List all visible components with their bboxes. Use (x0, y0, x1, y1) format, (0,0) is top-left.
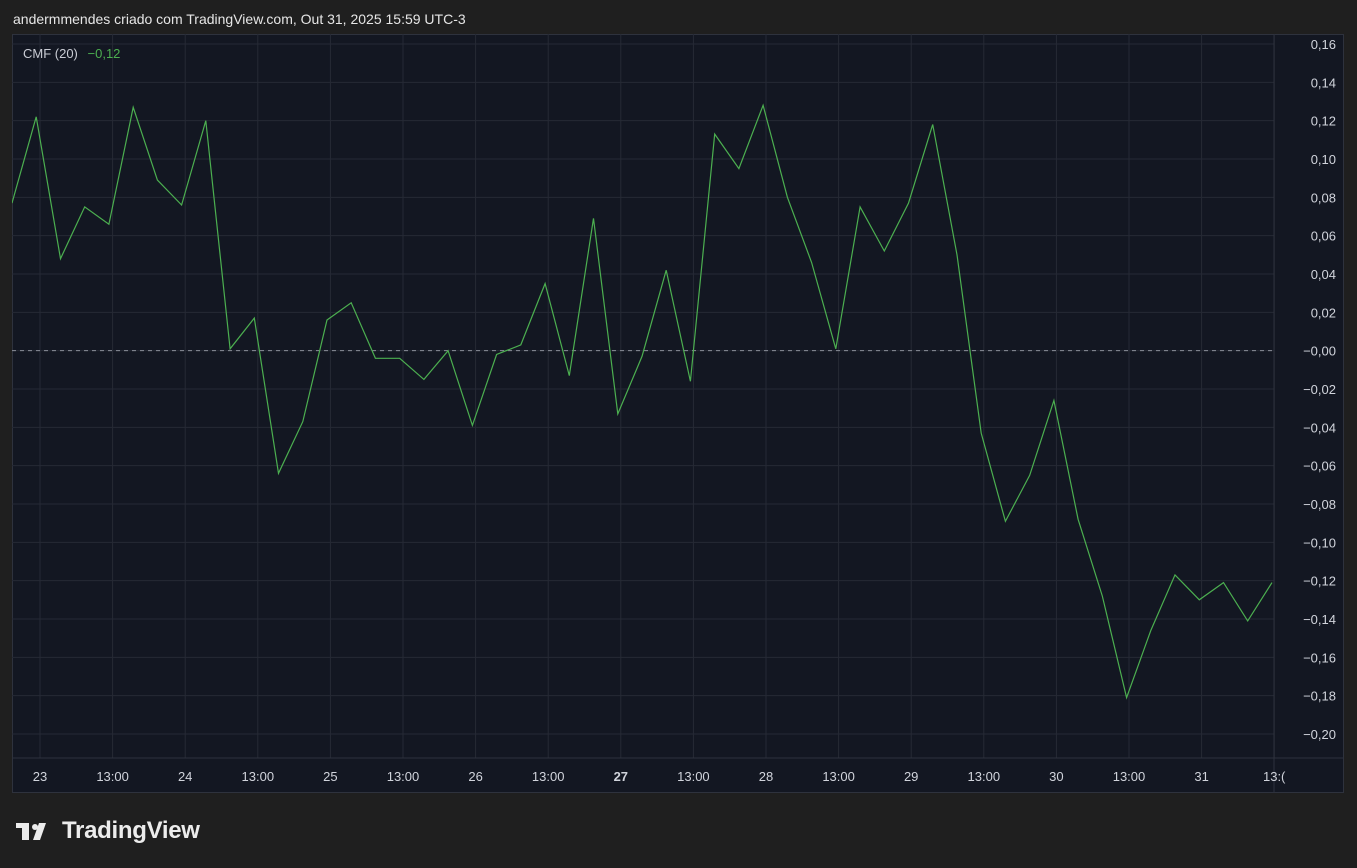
x-tick-label: 13:00 (822, 769, 855, 784)
y-tick-label: 0,08 (1311, 190, 1336, 205)
chart-frame[interactable] (12, 34, 1344, 793)
y-tick-label: −0,06 (1303, 459, 1336, 474)
legend-value: −0,12 (87, 46, 121, 61)
x-tick-label: 13:00 (532, 769, 565, 784)
x-tick-label: 13:00 (96, 769, 129, 784)
x-tick-label: 26 (468, 769, 482, 784)
x-tick-label: 13:00 (242, 769, 275, 784)
x-tick-label: 13:00 (387, 769, 420, 784)
x-tick-label: 13:( (1263, 769, 1286, 784)
y-tick-label: −0,12 (1303, 574, 1336, 589)
y-tick-label: 0,12 (1311, 114, 1336, 129)
y-tick-label: 0,04 (1311, 267, 1336, 282)
y-tick-label: −0,18 (1303, 689, 1336, 704)
x-tick-label: 13:00 (1113, 769, 1146, 784)
y-tick-label: 0,16 (1311, 37, 1336, 52)
x-tick-label: 29 (904, 769, 918, 784)
chart-header: andermmendes criado com TradingView.com,… (13, 11, 466, 27)
x-tick-label: 28 (759, 769, 773, 784)
indicator-legend[interactable]: CMF (20) −0,12 (23, 46, 120, 61)
y-tick-label: −0,08 (1303, 497, 1336, 512)
x-tick-label: 27 (614, 769, 628, 784)
series-line-cmf (12, 103, 1273, 700)
tradingview-logo[interactable]: TradingView (16, 816, 200, 846)
x-tick-label: 13:00 (677, 769, 710, 784)
x-tick-label: 24 (178, 769, 192, 784)
y-tick-label: −0,10 (1303, 535, 1336, 550)
y-tick-label: 0,10 (1311, 152, 1336, 167)
legend-name: CMF (20) (23, 46, 78, 61)
y-tick-label: −0,20 (1303, 727, 1336, 742)
tradingview-logo-icon (16, 823, 46, 840)
y-tick-label: −0,00 (1303, 344, 1336, 359)
y-tick-label: 0,14 (1311, 75, 1336, 90)
x-axis: 23 13:00 24 13:00 25 13:00 26 13:00 27 13:00 28 13:… (33, 769, 1286, 784)
y-tick-label: 0,02 (1311, 305, 1336, 320)
x-tick-label: 25 (323, 769, 337, 784)
x-tick-label: 30 (1049, 769, 1063, 784)
x-tick-label: 13:00 (968, 769, 1001, 784)
x-tick-label: 23 (33, 769, 47, 784)
y-axis: 0,16 0,14 0,12 0,10 0,08 0,06 0,04 0,02 −0,00 −0,… (1303, 37, 1336, 742)
brand-name: TradingView (62, 817, 200, 844)
x-tick-label: 31 (1194, 769, 1208, 784)
y-tick-label: −0,14 (1303, 612, 1336, 627)
y-tick-label: 0,06 (1311, 229, 1336, 244)
grid-layer (12, 34, 1275, 758)
y-tick-label: −0,04 (1303, 420, 1336, 435)
cmf-chart[interactable]: 0,16 0,14 0,12 0,10 0,08 0,06 0,04 0,02 −0,00 −0,… (12, 34, 1344, 793)
y-tick-label: −0,02 (1303, 382, 1336, 397)
y-tick-label: −0,16 (1303, 650, 1336, 665)
